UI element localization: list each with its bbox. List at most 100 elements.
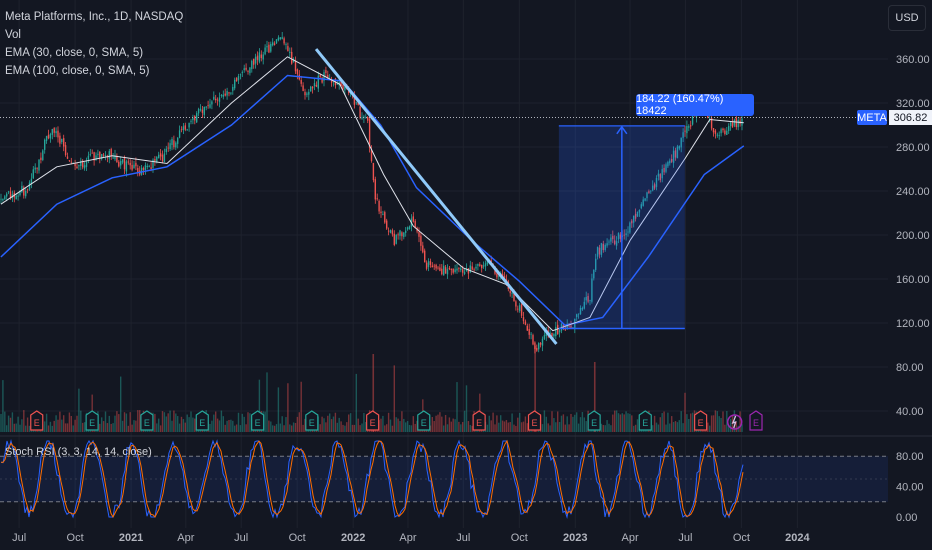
candle-body	[612, 235, 614, 240]
earnings-marker[interactable]: E	[472, 410, 486, 431]
candle-body	[629, 222, 631, 233]
candle-body	[355, 102, 357, 104]
candle-body	[517, 308, 519, 310]
earnings-marker[interactable]: E	[305, 410, 319, 431]
candle-body	[511, 293, 513, 295]
candle-body	[665, 164, 667, 172]
candle-body	[720, 129, 722, 134]
drawing-tools[interactable]	[0, 48, 888, 345]
earnings-marker[interactable]: E	[195, 410, 209, 431]
volume-bar	[285, 417, 287, 432]
time-tick-label: Jul	[678, 532, 692, 544]
earnings-marker[interactable]: E	[638, 410, 652, 431]
candle-body	[161, 154, 164, 162]
volume-bar	[623, 414, 625, 432]
candle-body	[583, 301, 585, 309]
symbol-badge: META	[857, 110, 887, 125]
earnings-marker[interactable]: E	[251, 410, 265, 431]
candle-body	[102, 154, 105, 156]
candle-body	[254, 56, 257, 64]
volume-bar	[59, 411, 61, 432]
candle-body	[83, 165, 86, 169]
volume-bar	[182, 419, 185, 432]
volume-bar	[45, 413, 48, 432]
candle-body	[600, 243, 603, 255]
candle-body	[393, 233, 395, 245]
earnings-marker[interactable]: E	[417, 410, 431, 431]
candle-body	[403, 232, 405, 237]
candle-body	[729, 122, 732, 127]
candle-body	[469, 265, 471, 273]
volume-bar	[452, 418, 454, 432]
time-tick-label: Jul	[12, 532, 26, 544]
candle-body	[465, 268, 468, 272]
candle-body	[357, 101, 359, 106]
volume-bar	[304, 418, 306, 432]
symbol-title[interactable]: Meta Platforms, Inc., 1D, NASDAQ	[5, 11, 184, 23]
candle-body	[310, 86, 312, 92]
measure-arrow-head	[616, 125, 628, 135]
candle-body	[91, 152, 93, 154]
earnings-marker[interactable]: E	[587, 410, 601, 431]
ema100-legend[interactable]: EMA (100, close, 0, SMA, 5)	[5, 65, 150, 77]
earnings-icon	[638, 410, 652, 431]
volume-bar	[336, 422, 338, 432]
candle-body	[156, 156, 158, 162]
candle-body	[87, 155, 90, 160]
candle-body	[218, 97, 221, 102]
candle-body	[165, 148, 167, 153]
volume-bar	[72, 425, 74, 432]
time-tick-label: Oct	[733, 532, 750, 544]
volume-bar	[57, 419, 59, 432]
candle-body	[330, 79, 333, 83]
split-marker[interactable]	[726, 414, 743, 430]
volume-bar	[49, 421, 52, 432]
candle-body	[680, 137, 682, 148]
volume-bar	[102, 421, 105, 432]
candle-body	[209, 104, 211, 108]
candle-body	[114, 155, 116, 160]
candle-body	[526, 325, 528, 331]
earnings-marker[interactable]: E	[85, 410, 99, 431]
volume-bar	[101, 417, 103, 432]
volume-bar	[125, 413, 128, 432]
volume-bar	[53, 420, 55, 432]
volume-bar	[80, 410, 82, 432]
volume-bar	[462, 422, 464, 432]
earnings-marker[interactable]: E	[694, 410, 708, 431]
volume-bar	[545, 416, 547, 432]
volume-bar	[627, 413, 629, 432]
candle-body	[596, 246, 599, 257]
volume-bar	[513, 424, 515, 432]
candle-body	[389, 229, 392, 233]
candle-body	[406, 227, 409, 230]
candle-body	[473, 269, 475, 271]
volume-bar	[330, 419, 333, 432]
candle-body	[315, 84, 318, 87]
volume-bar	[602, 424, 604, 432]
volume-bar	[672, 421, 675, 432]
volume-bar	[116, 411, 118, 432]
ema-lines	[0, 56, 745, 332]
candle-body	[158, 154, 160, 159]
volume-bar	[334, 412, 337, 432]
currency-button[interactable]: USD	[888, 5, 926, 31]
earnings-marker[interactable]: E	[30, 410, 44, 431]
candle-body	[154, 159, 156, 161]
volume-bar	[492, 412, 494, 432]
candle-body	[669, 160, 671, 164]
candle-body	[722, 128, 724, 131]
ema30-legend[interactable]: EMA (30, close, 0, SMA, 5)	[5, 47, 144, 59]
stoch-rsi-title[interactable]: Stoch RSI (3, 3, 14, 14, close)	[5, 446, 152, 458]
volume-bar	[511, 413, 513, 432]
volume-legend[interactable]: Vol	[5, 29, 21, 41]
earnings-marker[interactable]: E	[749, 410, 763, 431]
candle-body	[251, 60, 253, 70]
earnings-marker[interactable]: E	[527, 410, 542, 431]
earnings-marker[interactable]: E	[366, 410, 380, 431]
volume-bar	[192, 417, 194, 432]
volume-bar	[228, 419, 230, 432]
earnings-marker[interactable]: E	[140, 410, 154, 431]
